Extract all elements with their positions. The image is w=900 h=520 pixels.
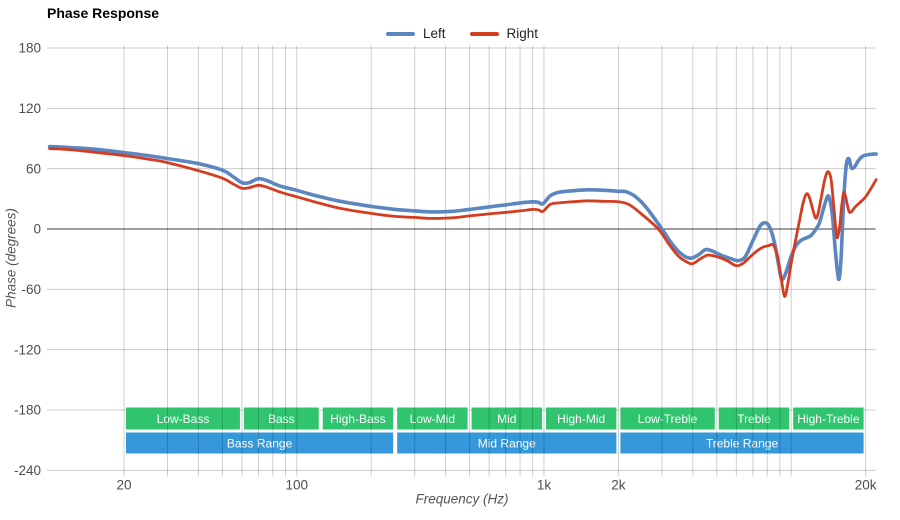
x-tick-label-20k: 20k	[855, 478, 877, 493]
sub-band-bass	[243, 407, 319, 430]
sub-band-label-treble: Treble	[737, 412, 771, 426]
range-band-label-treble-range: Treble Range	[706, 437, 779, 451]
y-tick-label-0: 0	[33, 222, 41, 237]
legend-label-right: Right	[506, 26, 539, 41]
legend: Left Right	[386, 26, 538, 41]
sub-band-label-high-treble: High-Treble	[797, 412, 860, 426]
right-series-swatch	[469, 31, 499, 36]
y-tick-label--60: -60	[21, 282, 41, 297]
sub-band-low-bass	[126, 407, 240, 430]
sub-band-label-high-bass: High-Bass	[330, 412, 385, 426]
left-series-swatch	[386, 31, 415, 36]
y-tick-label-120: 120	[18, 101, 41, 116]
range-band-label-bass-range: Bass Range	[227, 437, 293, 451]
x-tick-label-20: 20	[116, 478, 131, 493]
range-band-mid-range	[397, 432, 617, 454]
range-band-label-mid-range: Mid Range	[478, 437, 536, 451]
sub-band-low-treble	[620, 407, 715, 430]
sub-band-high-treble	[793, 407, 864, 430]
y-tick-label-180: 180	[18, 41, 41, 56]
sub-band-label-low-bass: Low-Bass	[157, 412, 210, 426]
y-tick-label--120: -120	[14, 342, 41, 357]
y-tick-label--180: -180	[14, 403, 41, 418]
x-tick-label-2k: 2k	[611, 478, 626, 493]
y-tick-label--240: -240	[14, 463, 41, 478]
legend-item-right[interactable]: Right	[469, 26, 539, 41]
curve-right	[48, 147, 878, 298]
curve-left	[47, 144, 878, 282]
sub-band-high-bass	[322, 407, 394, 430]
legend-label-left: Left	[423, 26, 446, 41]
range-band-treble-range	[620, 432, 864, 454]
sub-band-label-high-mid: High-Mid	[557, 412, 605, 426]
sub-band-mid	[471, 407, 542, 430]
y-tick-label-60: 60	[26, 161, 41, 176]
sub-band-label-low-mid: Low-Mid	[410, 412, 455, 426]
sub-band-label-bass: Bass	[268, 412, 295, 426]
sub-band-high-mid	[545, 407, 617, 430]
x-axis-title: Frequency (Hz)	[415, 491, 509, 507]
legend-item-left[interactable]: Left	[386, 26, 446, 41]
sub-band-label-mid: Mid	[497, 412, 516, 426]
x-tick-label-100: 100	[286, 478, 309, 493]
chart-title: Phase Response	[47, 5, 160, 21]
sub-band-label-low-treble: Low-Treble	[638, 412, 698, 426]
sub-band-treble	[718, 407, 790, 430]
sub-band-low-mid	[397, 407, 468, 430]
x-tick-label-1k: 1k	[537, 478, 552, 493]
range-band-bass-range	[126, 432, 394, 454]
